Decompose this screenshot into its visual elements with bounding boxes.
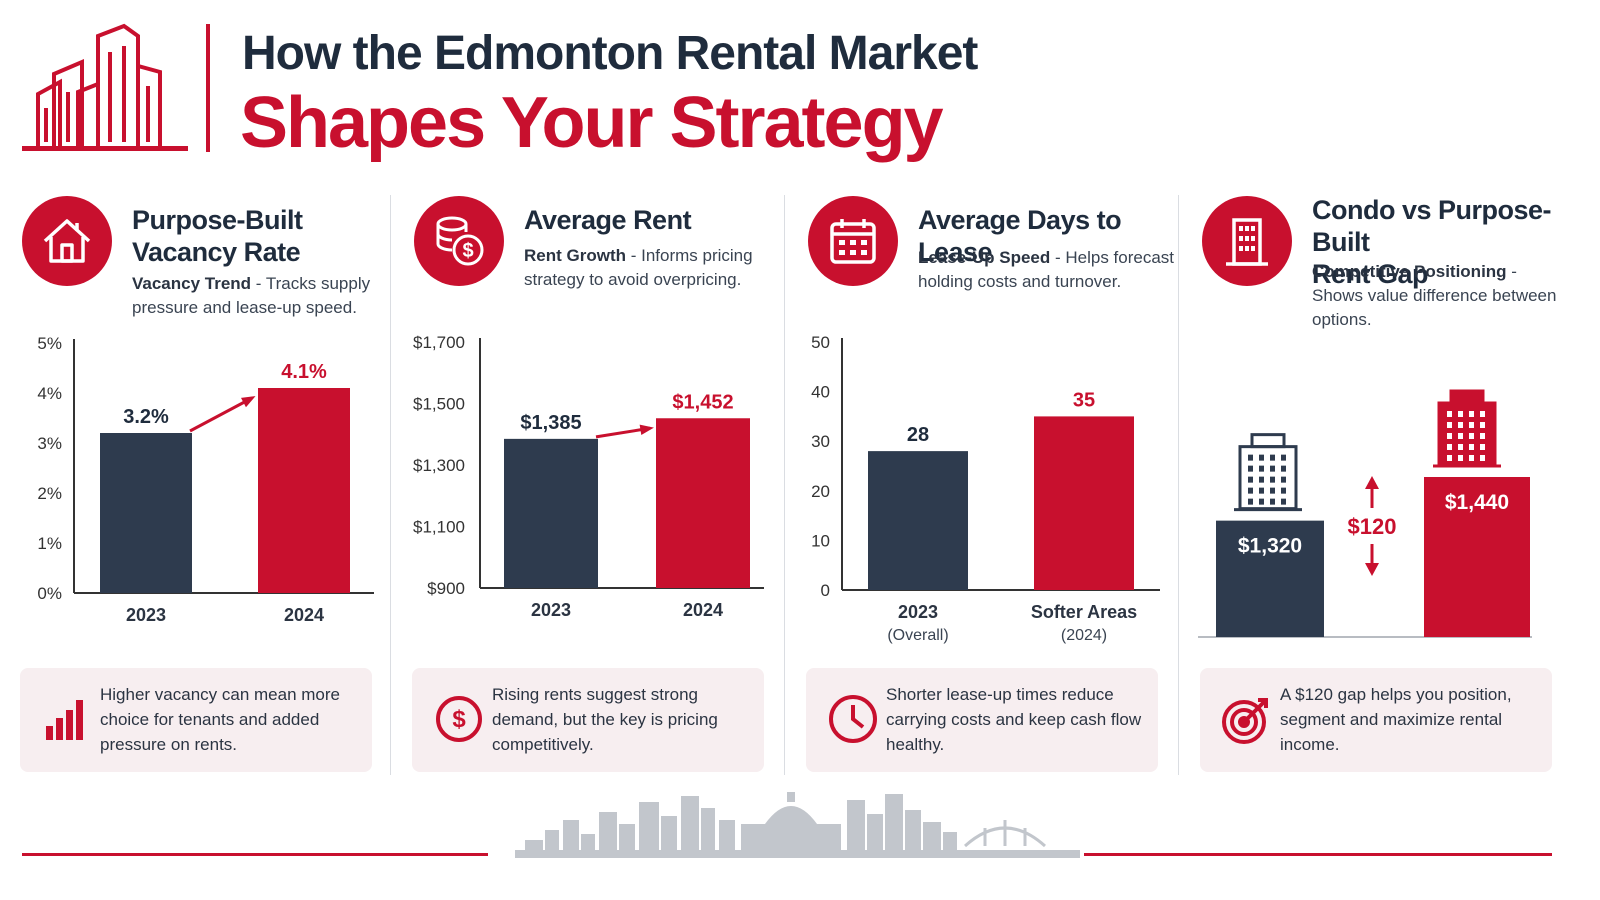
svg-text:$: $ (452, 706, 466, 733)
gap-label: $120 (1348, 514, 1397, 539)
panel-days-to-lease: Average Days to Lease Lease-Up Speed - H… (786, 190, 1176, 775)
panel-description: Rent Growth - Informs pricing strategy t… (524, 246, 753, 289)
page-title-line1: How the Edmonton Rental Market (242, 27, 978, 80)
building-icon (1202, 196, 1292, 286)
panel-vacancy-rate: Purpose-Built Vacancy Rate Vacancy Trend… (0, 190, 390, 775)
data-label: $1,440 (1445, 491, 1509, 514)
condo-building-icon (1234, 433, 1302, 512)
y-tick-label: $1,700 (413, 333, 465, 352)
page-title-line2: Shapes Your Strategy (240, 83, 944, 163)
y-tick-label: 0 (821, 581, 830, 600)
x-tick-label: 2024 (683, 600, 723, 620)
y-tick-label: 3% (37, 434, 62, 453)
insight-note: A $120 gap helps you position, segment a… (1200, 668, 1552, 772)
y-tick-label: 2% (37, 484, 62, 503)
x-tick-label: 2023 (531, 600, 571, 620)
panel-divider (1178, 195, 1179, 775)
insight-note: Shorter lease-up times reduce carrying c… (806, 668, 1158, 772)
y-tick-label: 4% (37, 384, 62, 403)
panel-description: Lease-Up Speed - Helps forecast holding … (918, 248, 1175, 291)
dollar-circle-icon: $ (428, 688, 490, 750)
clock-icon (822, 688, 884, 750)
note-text: A $120 gap helps you position, segment a… (1280, 685, 1512, 754)
rent-gap-chart: $1,320Condo$1,440Purpose-Built$120 (1198, 389, 1532, 638)
bar (504, 438, 598, 588)
vacancy-rate-chart: 0% 1% 2% 3% 4% 5% 3.2% 2023 4.1% 2024 (37, 334, 374, 625)
calendar-icon (808, 196, 898, 286)
purpose-built-building-icon (1433, 389, 1501, 468)
panel-title: Condo vs Purpose-Built Rent Gap (1312, 195, 1552, 289)
gap-arrow-up-head (1365, 476, 1379, 489)
x-tick-label: 2023 (898, 602, 938, 622)
data-label: 3.2% (123, 406, 169, 428)
rent-gap-plot: $1,320Condo$1,440Purpose-Built$120 (1198, 389, 1532, 638)
footer-line-right (1084, 853, 1552, 856)
bar (1424, 477, 1530, 637)
target-icon (1216, 688, 1278, 750)
header: How the Edmonton Rental Market Shapes Yo… (20, 20, 1120, 170)
y-tick-label: $900 (427, 579, 465, 598)
y-tick-label: $1,300 (413, 456, 465, 475)
svg-text:$: $ (462, 240, 473, 262)
trend-arrow (189, 396, 253, 433)
edmonton-skyline-icon (515, 792, 1080, 858)
average-rent-chart: $900 $1,100 $1,300 $1,500 $1,700 $1,385 2023 $1… (413, 333, 764, 620)
x-tick-sublabel: (2024) (1061, 627, 1107, 644)
data-label: $1,385 (520, 412, 581, 434)
note-text: Shorter lease-up times reduce carrying c… (886, 685, 1142, 754)
data-label: $1,452 (672, 391, 733, 413)
y-tick-label: 0% (37, 584, 62, 603)
y-tick-label: 5% (37, 334, 62, 353)
y-tick-label: 50 (811, 333, 830, 352)
city-buildings-logo-icon (22, 23, 188, 151)
panel-description: Vacancy Trend - Tracks supply pressure a… (132, 274, 371, 317)
note-text: Rising rents suggest strong demand, but … (492, 685, 718, 754)
bar (258, 388, 350, 593)
data-label: 35 (1073, 389, 1095, 411)
gap-arrow-down-head (1365, 563, 1379, 576)
data-label: 28 (907, 424, 929, 446)
panel-title: Purpose-Built Vacancy Rate (132, 205, 303, 267)
bar (1034, 416, 1134, 590)
panel-divider (784, 195, 785, 775)
y-tick-label: 10 (811, 531, 830, 550)
y-tick-label: 30 (811, 432, 830, 451)
header-divider (206, 24, 210, 152)
panel-rent-gap: Condo vs Purpose-Built Rent Gap Competit… (1180, 190, 1570, 775)
y-tick-label: $1,500 (413, 395, 465, 414)
note-text: Higher vacancy can mean more choice for … (100, 685, 341, 754)
panel-description: Competitive Positioning - Shows value di… (1312, 262, 1557, 329)
insight-note: Higher vacancy can mean more choice for … (20, 668, 372, 772)
bar (868, 451, 968, 590)
y-tick-label: $1,100 (413, 518, 465, 537)
y-tick-label: 1% (37, 534, 62, 553)
data-label: 4.1% (281, 361, 327, 383)
y-tick-label: 40 (811, 383, 830, 402)
trend-arrow-head (639, 424, 654, 435)
panel-average-rent: $ Average Rent Rent Growth - Informs pri… (392, 190, 782, 775)
bar (1216, 520, 1324, 637)
panel-title: Average Days to Lease (918, 205, 1122, 267)
footer-line-left (22, 853, 488, 856)
trend-arrow-head (241, 396, 256, 408)
insight-note: $ Rising rents suggest strong demand, bu… (412, 668, 764, 772)
data-label: $1,320 (1238, 535, 1302, 558)
y-tick-label: 20 (811, 482, 830, 501)
x-tick-label: 2023 (126, 605, 166, 625)
x-tick-label: 2024 (284, 605, 324, 625)
bar (656, 418, 750, 588)
days-to-lease-chart: 0 10 20 30 40 50 28 2023 (Overall) 35 Softer Areas… (811, 333, 1160, 644)
coins-icon: $ (414, 196, 504, 286)
bar (100, 433, 192, 593)
panel-divider (390, 195, 391, 775)
panel-title: Average Rent (524, 205, 692, 235)
x-tick-sublabel: (Overall) (887, 627, 948, 644)
house-icon (22, 196, 112, 286)
x-tick-label: Softer Areas (1031, 602, 1137, 622)
bar-chart-icon (36, 688, 98, 750)
